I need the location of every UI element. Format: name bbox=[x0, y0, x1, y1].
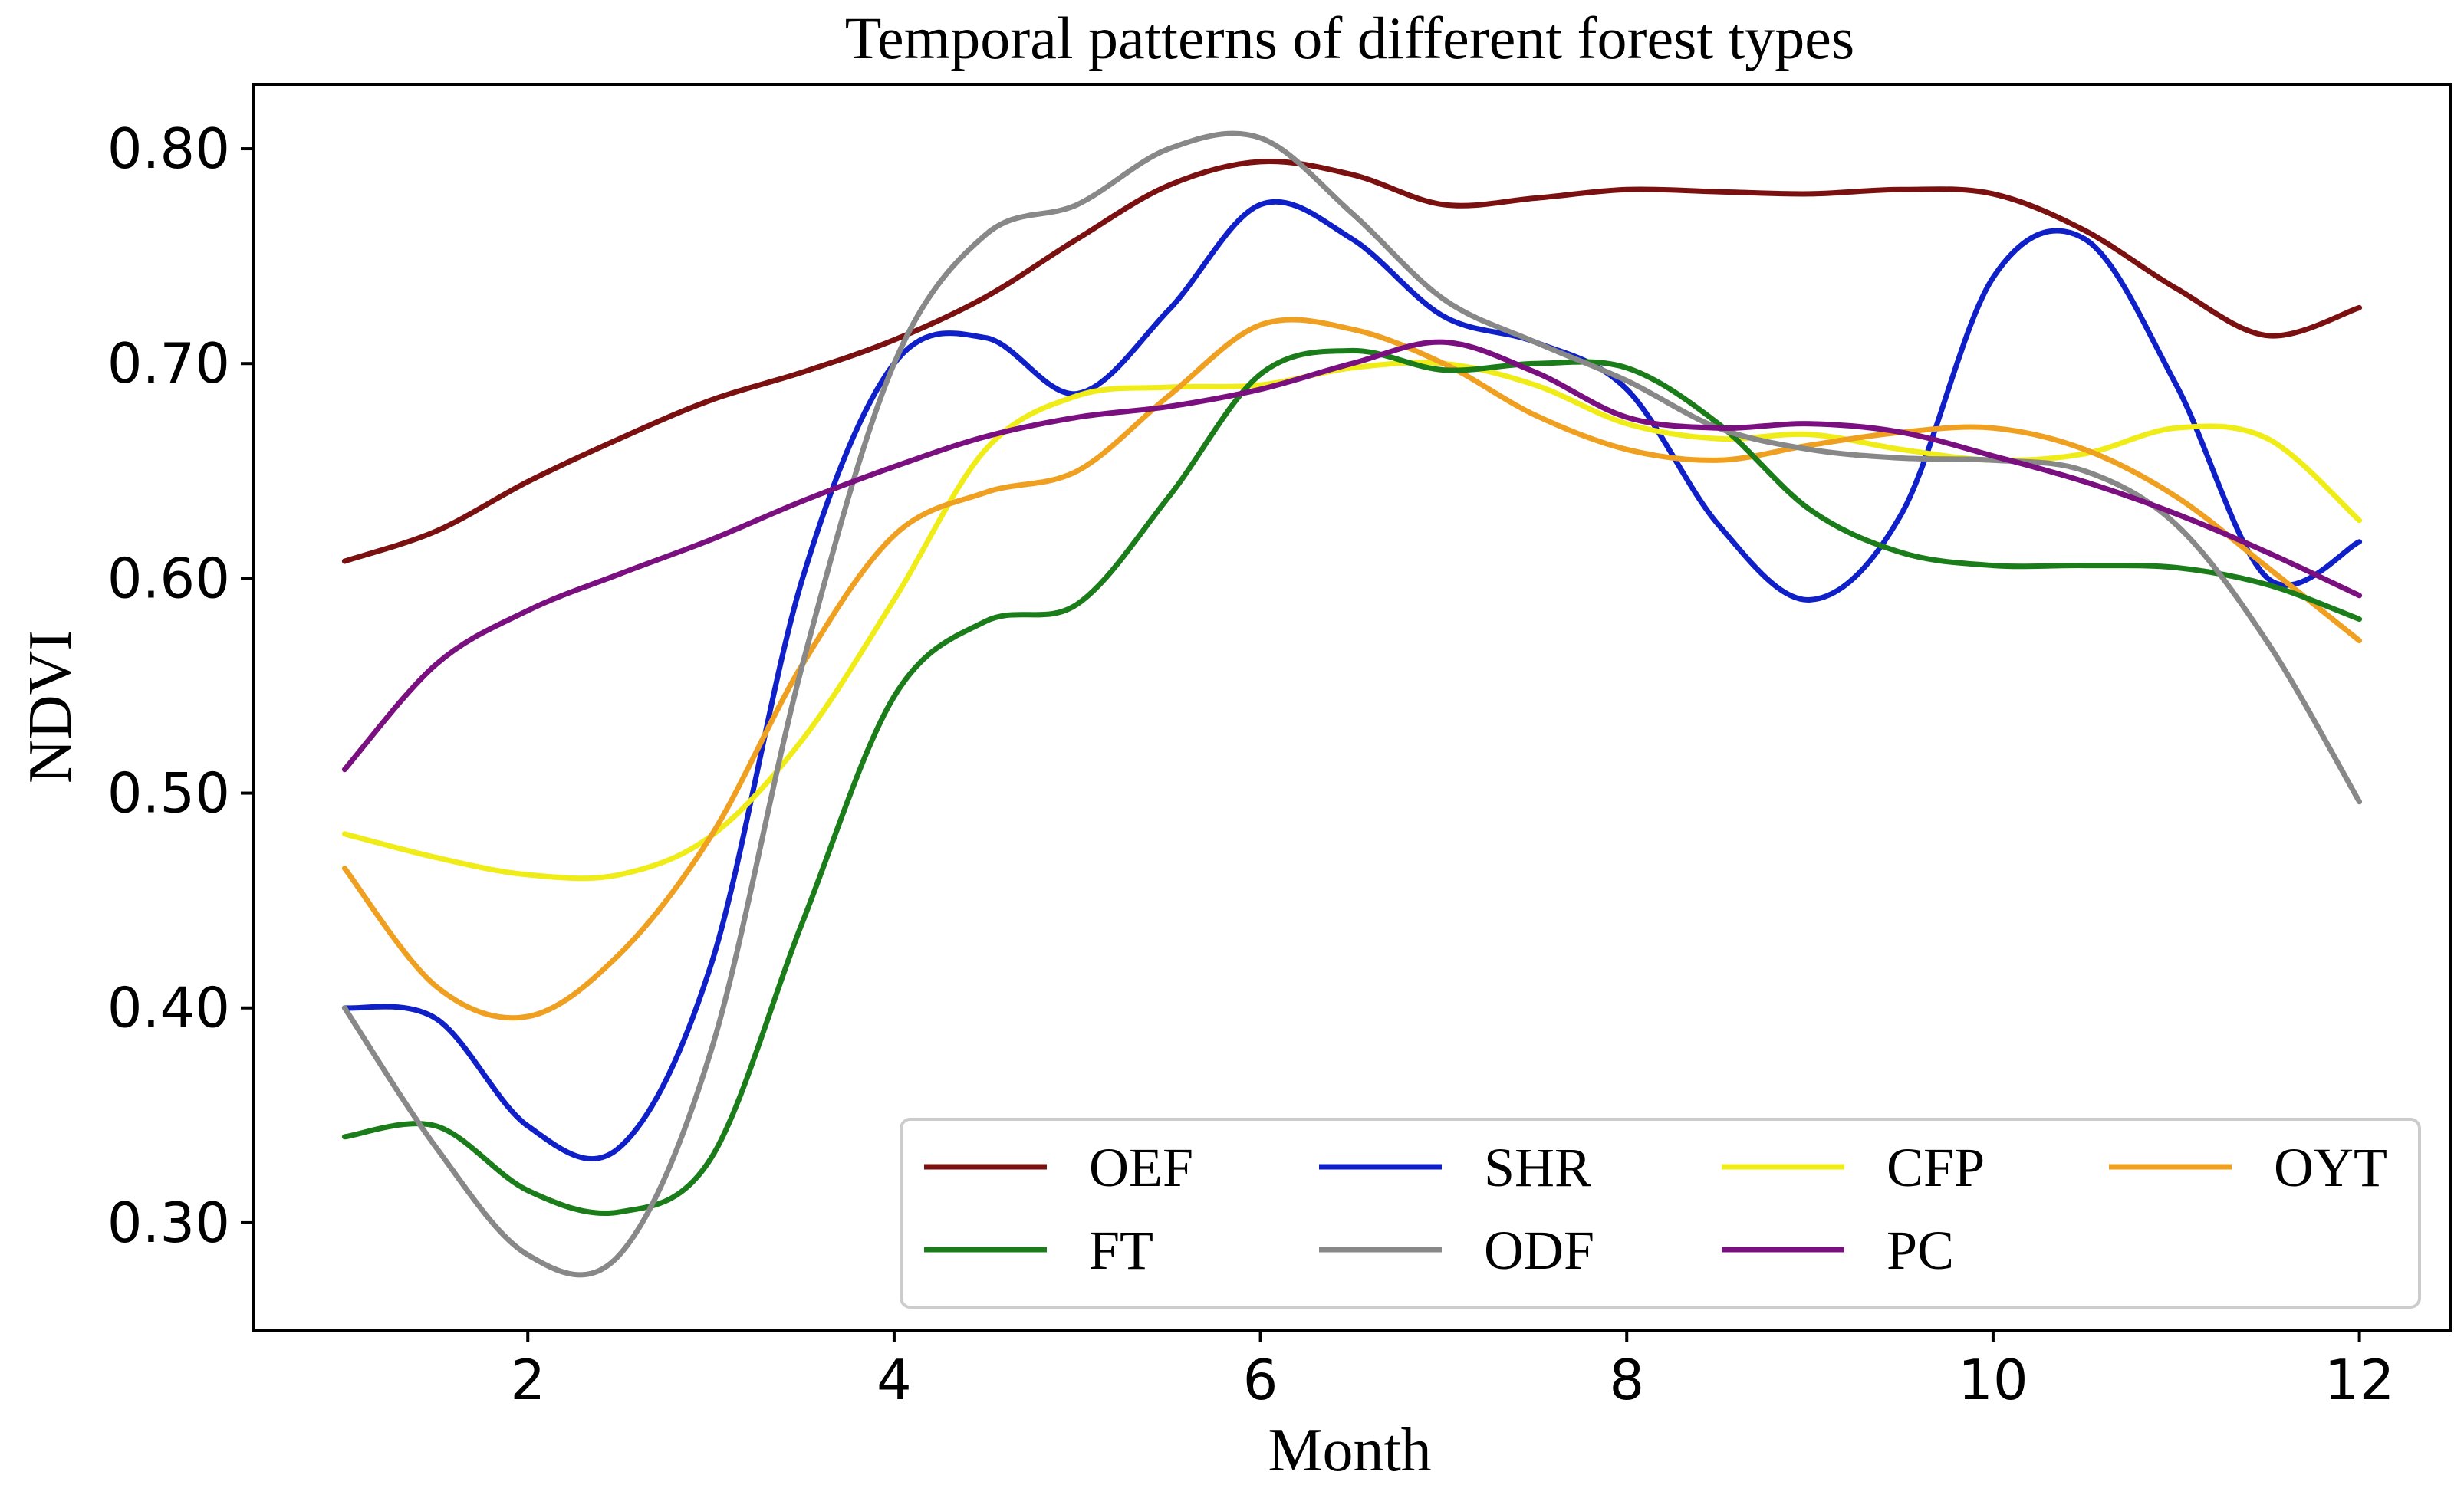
series-layer bbox=[341, 130, 2363, 1278]
legend-label-oef: OEF bbox=[1089, 1137, 1193, 1198]
chart-title: Temporal patterns of different forest ty… bbox=[845, 5, 1854, 71]
x-tick-label: 12 bbox=[2324, 1348, 2395, 1412]
x-tick-label: 4 bbox=[877, 1348, 912, 1412]
x-tick-label: 2 bbox=[510, 1348, 545, 1412]
legend-label-shr: SHR bbox=[1484, 1137, 1591, 1198]
legend-label-odf: ODF bbox=[1484, 1220, 1594, 1281]
series-line-odf bbox=[341, 130, 2363, 1278]
x-tick-label: 10 bbox=[1958, 1348, 2028, 1412]
legend-label-cfp: CFP bbox=[1887, 1137, 1985, 1198]
legend: OEF SHR CFP OYT FT ODF PC bbox=[900, 1118, 2421, 1309]
x-axis: 2 4 6 8 10 12 bbox=[510, 1330, 2394, 1412]
series-line-shr bbox=[341, 199, 2363, 1162]
y-tick-label: 0.60 bbox=[107, 546, 230, 610]
series-line-oef bbox=[341, 159, 2363, 564]
y-axis: 0.30 0.40 0.50 0.60 0.70 0.80 bbox=[107, 117, 253, 1255]
x-tick-label: 8 bbox=[1609, 1348, 1644, 1412]
x-axis-label: Month bbox=[1268, 1417, 1431, 1484]
x-tick-label: 6 bbox=[1243, 1348, 1278, 1412]
plot-area bbox=[252, 83, 2452, 1332]
y-tick-label: 0.80 bbox=[107, 117, 230, 181]
y-tick-label: 0.40 bbox=[107, 976, 230, 1040]
y-tick-label: 0.50 bbox=[107, 761, 230, 826]
legend-box bbox=[900, 1118, 2421, 1309]
legend-label-ft: FT bbox=[1089, 1220, 1153, 1281]
series-line-pc bbox=[341, 339, 2363, 773]
series-line-ft bbox=[341, 347, 2363, 1217]
series-line-oyt bbox=[341, 317, 2363, 1021]
y-axis-label: NDVI bbox=[17, 630, 84, 783]
legend-label-pc: PC bbox=[1887, 1220, 1954, 1281]
y-tick-label: 0.70 bbox=[107, 331, 230, 396]
y-tick-label: 0.30 bbox=[107, 1191, 230, 1255]
legend-items: OEF SHR CFP OYT FT ODF PC bbox=[924, 1137, 2387, 1281]
legend-label-oyt: OYT bbox=[2274, 1137, 2387, 1198]
